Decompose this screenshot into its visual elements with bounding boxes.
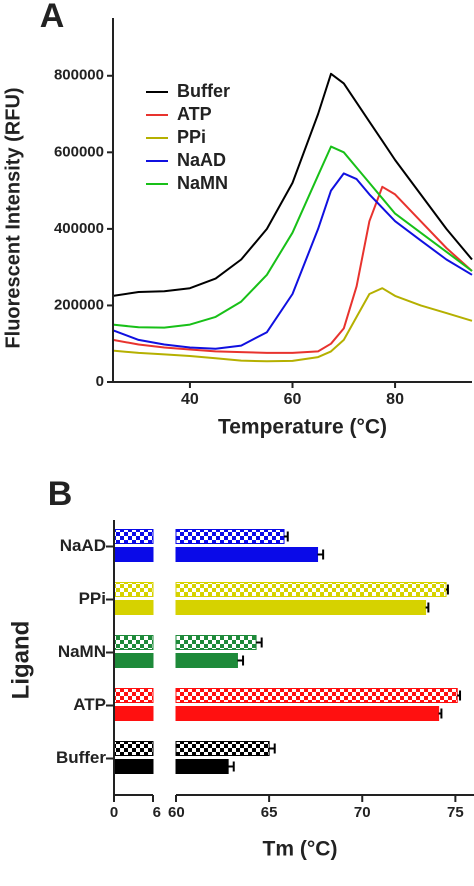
y-tick-label: NaMN bbox=[58, 642, 106, 661]
legend-label: NaMN bbox=[177, 173, 228, 193]
bar bbox=[113, 688, 154, 703]
data-line bbox=[112, 172, 473, 350]
error-bar bbox=[256, 637, 263, 648]
x-tick-label: 6 bbox=[153, 804, 161, 821]
x-tick-label: 40 bbox=[181, 391, 199, 408]
legend-label: PPi bbox=[177, 127, 206, 147]
error-bar bbox=[269, 743, 276, 754]
bar bbox=[113, 635, 154, 650]
error-bar bbox=[228, 761, 235, 772]
y-tick-label: 800000 bbox=[54, 67, 104, 84]
bar bbox=[175, 529, 285, 544]
x-tick-label: 75 bbox=[447, 804, 464, 821]
error-bar bbox=[425, 602, 430, 613]
y-axis-title: Ligand bbox=[7, 621, 34, 700]
bar bbox=[113, 582, 154, 597]
legend-label: NaAD bbox=[177, 150, 226, 170]
bar bbox=[175, 741, 270, 756]
error-bar bbox=[237, 655, 245, 666]
data-line bbox=[112, 185, 473, 354]
data-line bbox=[112, 72, 473, 297]
x-tick-label: 80 bbox=[386, 391, 404, 408]
bar bbox=[175, 547, 319, 562]
bar bbox=[113, 600, 154, 615]
bar bbox=[175, 635, 257, 650]
legend-label: Buffer bbox=[177, 81, 230, 101]
bar bbox=[175, 600, 427, 615]
x-axis-title: Temperature (°C) bbox=[218, 416, 387, 439]
error-bar bbox=[457, 690, 462, 701]
legend-label: ATP bbox=[177, 104, 212, 124]
x-tick-label: 60 bbox=[284, 391, 302, 408]
panel-label: B bbox=[48, 475, 73, 513]
y-tick-label: NaAD bbox=[60, 536, 106, 555]
x-tick-label: 0 bbox=[110, 804, 118, 821]
bar bbox=[113, 741, 154, 756]
y-tick-label: PPi bbox=[79, 589, 106, 608]
data-line bbox=[112, 145, 473, 329]
y-tick-label: 200000 bbox=[54, 296, 104, 313]
y-tick-label: Buffer bbox=[56, 748, 106, 767]
y-tick-label: 400000 bbox=[54, 220, 104, 237]
data-line bbox=[112, 287, 473, 363]
x-tick-label: 65 bbox=[261, 804, 278, 821]
x-axis-title: Tm (°C) bbox=[263, 838, 338, 861]
bar bbox=[113, 759, 154, 774]
error-bar bbox=[284, 531, 289, 542]
bar bbox=[175, 759, 229, 774]
bar bbox=[175, 706, 440, 721]
bar bbox=[175, 688, 458, 703]
bar bbox=[175, 653, 238, 668]
y-tick-label: 0 bbox=[96, 373, 104, 390]
error-bar bbox=[438, 708, 443, 719]
bar bbox=[175, 582, 447, 597]
bar bbox=[113, 529, 154, 544]
bar bbox=[113, 653, 154, 668]
error-bar bbox=[446, 584, 449, 595]
error-bar bbox=[317, 549, 325, 560]
x-tick-label: 70 bbox=[354, 804, 371, 821]
y-axis-title: Fluorescent Intensity (RFU) bbox=[2, 87, 24, 348]
bar bbox=[113, 706, 154, 721]
x-tick-label: 60 bbox=[168, 804, 185, 821]
bar bbox=[113, 547, 154, 562]
y-tick-label: 600000 bbox=[54, 143, 104, 160]
panel-label: A bbox=[40, 0, 65, 35]
y-tick-label: ATP bbox=[73, 695, 106, 714]
